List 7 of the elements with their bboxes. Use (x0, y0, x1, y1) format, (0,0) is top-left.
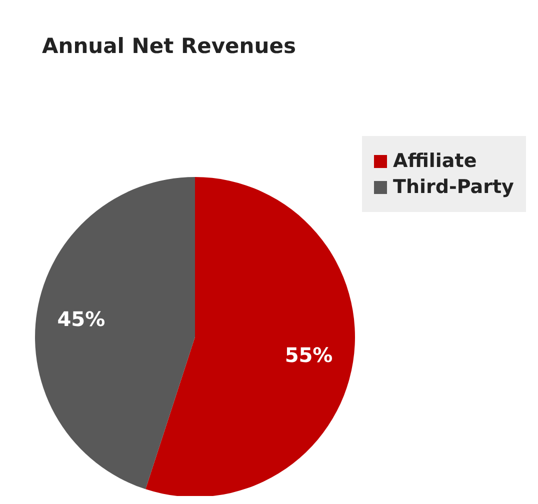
pie-slice (146, 177, 355, 496)
pie-slice (35, 177, 195, 490)
legend-label: Affiliate (393, 150, 477, 172)
data-label: 45% (57, 306, 106, 331)
chart-title: Annual Net Revenues (42, 34, 296, 58)
legend-label: Third-Party (393, 176, 514, 198)
data-label: 55% (284, 343, 333, 368)
